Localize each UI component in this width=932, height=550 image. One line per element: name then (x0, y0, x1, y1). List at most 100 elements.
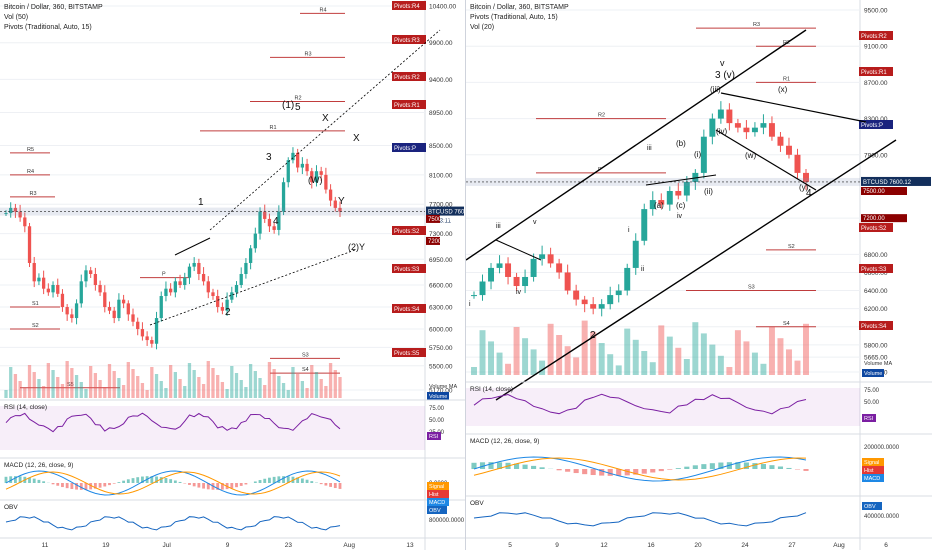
macd-histogram-bar (155, 476, 158, 483)
pivot-level-label: R1 (270, 125, 277, 131)
price-tick-label: 7900.00 (864, 152, 888, 159)
candle-body (32, 262, 36, 282)
candle-body (314, 171, 319, 183)
macd-histogram-bar (650, 469, 656, 473)
volume-bar (615, 365, 622, 375)
volume-bar (248, 364, 253, 398)
candle-body (717, 109, 724, 119)
price-tick-label: 9100.00 (864, 44, 888, 51)
candle-body (305, 163, 309, 172)
macd-histogram-bar (206, 483, 210, 490)
volume-bar (751, 352, 758, 375)
volume-bar (136, 376, 140, 398)
left-chart-panel[interactable]: 10400.00 9900.00 9400.00 8950.00 8500.00 8100… (0, 0, 466, 550)
pivot-badge-bg (859, 264, 893, 273)
price-tick-label: 6000.00 (429, 327, 453, 334)
macd-histogram-bar (786, 467, 792, 469)
candle-body (164, 288, 168, 297)
candle-body (178, 281, 182, 286)
candle-body (41, 277, 46, 289)
macd-histogram-bar (239, 483, 243, 486)
price-tick-label: 6950.00 (429, 257, 453, 264)
macd-histogram-bar (760, 464, 766, 469)
candle-body (743, 127, 750, 133)
candle-body (216, 296, 220, 308)
macd-histogram-bar (573, 469, 579, 474)
pivot-level-label: S1 (32, 301, 39, 307)
price-tick-label: 7700.00 (429, 202, 453, 209)
pivot-level-label: R4 (27, 169, 34, 175)
elliott-wave-label: iv (516, 289, 522, 296)
macd-histogram-bar (329, 483, 333, 487)
pivot-badge: Pivots:S5 (394, 351, 420, 357)
elliott-wave-label: 3 (266, 152, 272, 163)
right-chart-panel[interactable]: 9500.00 9100.00 8700.00 8300.00 7900.00 7200.… (466, 0, 932, 550)
time-axis-label: 27 (788, 542, 796, 549)
volume-bar (4, 390, 8, 398)
volume-bar (328, 363, 333, 398)
candle-body (230, 292, 234, 300)
volume-bar (496, 352, 503, 375)
candle-body (291, 152, 295, 161)
macd-title: MACD (12, 26, close, 9) (4, 462, 73, 469)
volume-bar (70, 368, 74, 398)
trend-line (466, 29, 807, 261)
pivot-badge-bg (392, 1, 426, 10)
elliott-wave-label: (W) (308, 175, 323, 185)
macd-histogram-bar (4, 476, 8, 483)
rsi-band (0, 406, 425, 450)
time-axis-label: 20 (694, 542, 702, 549)
rsi-tag: RSI (864, 416, 874, 422)
macd-histogram-bar (514, 463, 520, 469)
candle-body (159, 296, 163, 319)
candle-body (683, 181, 690, 196)
trend-line (495, 239, 542, 261)
pivot-level-label: R4 (320, 7, 327, 13)
volume-bar (27, 365, 32, 398)
volume-bar (530, 349, 537, 375)
pivot-badge-bg (859, 67, 893, 76)
price-tick-label: 6600.00 (864, 270, 888, 277)
candle-body (522, 276, 529, 287)
candle-body (777, 136, 784, 146)
volume-bar (709, 344, 716, 375)
macd-histogram-bar (159, 477, 163, 483)
volume-bar (103, 387, 107, 398)
macd-histogram-bar (126, 479, 130, 483)
last-price-tag: BTCUSD 7600.12 (428, 210, 465, 216)
candle-body (225, 299, 229, 311)
right-chart-svg[interactable]: 9500.00 9100.00 8700.00 8300.00 7900.00 7200.… (466, 0, 932, 550)
macd-histogram-bar (89, 483, 93, 490)
price-tick-label: 5170.00 (429, 388, 453, 395)
left-pivots-indicator-label: Pivots (Traditional, Auto, 15) (4, 24, 92, 31)
volume-bar (225, 389, 229, 398)
volume-bar (263, 385, 267, 398)
volume-bar (220, 382, 225, 398)
macd-histogram-bar (582, 469, 588, 475)
pivot-level-label: S2 (32, 323, 39, 329)
pivot-level-label: R5 (27, 147, 34, 153)
rsi-title: RSI (14, close) (470, 386, 513, 393)
macd-tag-bg (862, 474, 884, 482)
candle-body (74, 303, 79, 319)
candle-body (277, 211, 281, 230)
candle-body (324, 174, 328, 190)
pivot-badge-bg (392, 304, 426, 313)
trend-line (720, 92, 867, 123)
candle-body (300, 163, 305, 168)
right-chart-title: Bitcoin / Dollar, 360, BITSTAMP (470, 4, 569, 11)
macd-histogram-bar (471, 462, 477, 469)
elliott-wave-label: (a) (654, 201, 664, 210)
volume-bar (760, 363, 767, 375)
volume-bar (89, 366, 93, 398)
macd-histogram-bar (803, 469, 809, 471)
time-axis-label: 23 (285, 542, 293, 549)
volume-bar (140, 383, 145, 398)
level-tag-bg (426, 236, 440, 245)
macd-histogram-bar (616, 469, 622, 476)
candle-body (700, 136, 707, 173)
volume-bar (488, 341, 495, 375)
volume-bar (479, 330, 486, 375)
left-chart-svg[interactable]: 10400.00 9900.00 9400.00 8950.00 8500.00 8100… (0, 0, 465, 550)
